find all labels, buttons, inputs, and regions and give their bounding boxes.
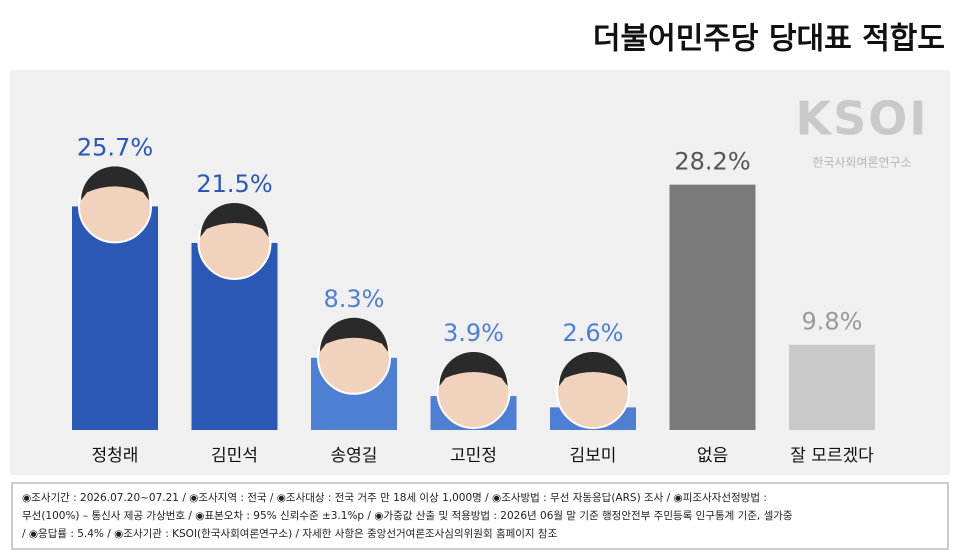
face-hair xyxy=(320,317,388,352)
chart-title: 더불어민주당 당대표 적합도 xyxy=(593,22,945,57)
x-tick-label: 정청래 xyxy=(92,446,139,466)
logo-subtitle: 한국사회여론연구소 xyxy=(812,156,911,170)
value-label: 3.9% xyxy=(443,319,504,347)
value-label: 25.7% xyxy=(77,133,153,161)
bar xyxy=(72,206,158,430)
x-tick-label: 송영길 xyxy=(331,446,378,466)
face-hair xyxy=(439,352,508,386)
value-label: 8.3% xyxy=(324,285,385,313)
x-tick-label: 없음 xyxy=(697,446,728,466)
bar xyxy=(669,184,756,430)
logo: KSOI xyxy=(796,92,929,146)
face-hair xyxy=(81,166,149,201)
x-tick-label: 김민석 xyxy=(211,446,258,466)
note-line: / ◉응답률 : 5.4% / ◉조사기관 : KSOI(한국사회여론연구소) … xyxy=(22,527,558,540)
notes-box xyxy=(11,482,949,550)
value-label: 2.6% xyxy=(563,319,624,347)
face-hair xyxy=(200,202,269,237)
x-tick-label: 고민정 xyxy=(450,446,497,466)
value-label: 9.8% xyxy=(802,308,863,336)
note-line: ◉조사기간 : 2026.07.20~07.21 / ◉조사지역 : 전국 / … xyxy=(22,492,767,504)
note-line: 무선(100%) – 통신사 제공 가상번호 / ◉표본오차 : 95% 신뢰수… xyxy=(22,510,793,522)
face-hair xyxy=(559,352,627,386)
value-label: 21.5% xyxy=(196,170,272,198)
bar xyxy=(789,344,875,430)
x-tick-label: 잘 모르겠다 xyxy=(790,446,874,466)
x-tick-label: 김보미 xyxy=(570,446,617,466)
value-label: 28.2% xyxy=(674,148,750,176)
